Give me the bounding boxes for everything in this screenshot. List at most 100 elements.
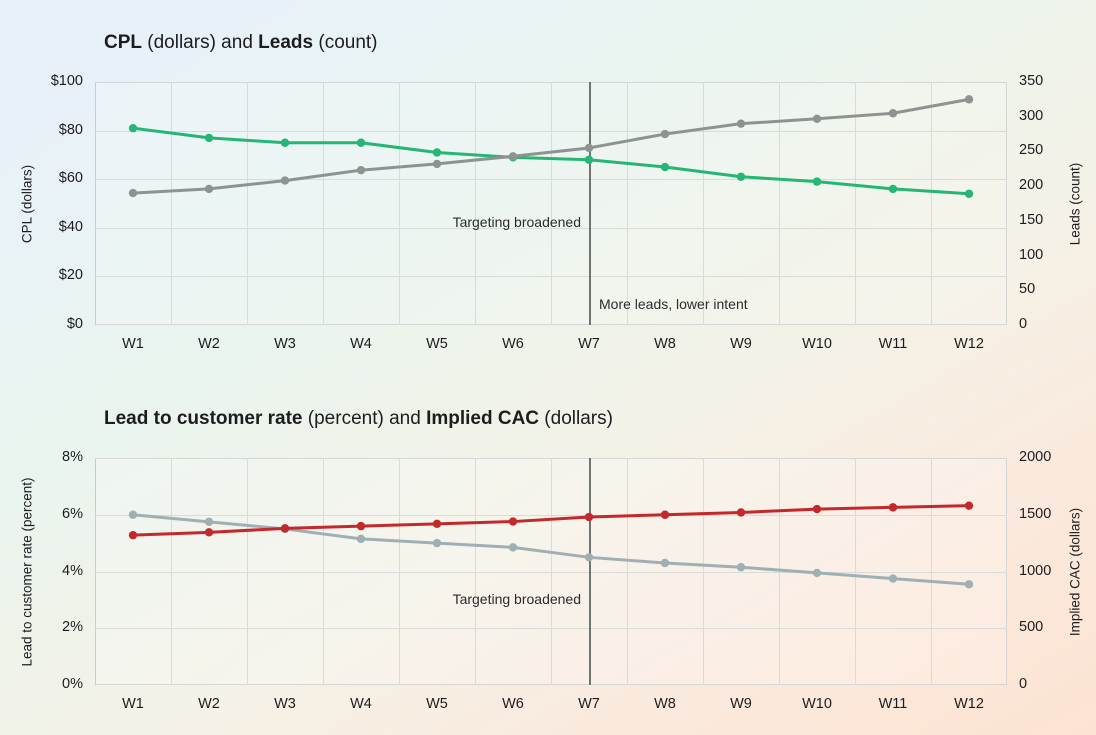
- data-point: [812, 568, 822, 578]
- chart-annotation: Targeting broadened: [452, 213, 581, 230]
- gridline-vertical: [703, 82, 704, 325]
- x-axis-tick: W9: [730, 696, 752, 712]
- data-point: [432, 159, 442, 169]
- x-axis-tick: W6: [502, 696, 524, 712]
- y-axis-right-tick: 500: [1019, 619, 1044, 636]
- y-axis-left-label: CPL (dollars): [19, 164, 35, 243]
- data-point: [128, 123, 138, 133]
- gridline-vertical: [931, 458, 932, 685]
- y-axis-right-label: Implied CAC (dollars): [1067, 507, 1083, 636]
- data-point: [280, 176, 290, 185]
- data-point: [128, 188, 138, 198]
- data-point: [964, 189, 974, 198]
- data-point: [888, 184, 898, 194]
- x-axis-tick: W9: [730, 336, 752, 352]
- data-point: [280, 138, 290, 147]
- chart-annotation: Targeting broadened: [452, 590, 581, 607]
- data-point: [356, 165, 366, 175]
- x-axis-tick: W1: [122, 696, 144, 712]
- y-axis-left-tick: 6%: [62, 505, 83, 522]
- gridline-vertical: [627, 458, 628, 685]
- data-point: [280, 524, 290, 533]
- chart-panel-rate-cac: Lead to customer rate (percent) and Impl…: [0, 375, 1096, 735]
- data-point: [660, 129, 670, 139]
- data-point: [204, 184, 214, 194]
- data-point: [204, 133, 214, 143]
- data-point: [736, 508, 746, 517]
- y-axis-right-tick: 150: [1019, 211, 1044, 228]
- data-point: [812, 114, 822, 123]
- event-marker-line: [589, 82, 591, 325]
- gridline-vertical: [475, 458, 476, 685]
- gridline-vertical: [323, 82, 324, 325]
- data-point: [736, 563, 746, 572]
- data-point: [356, 138, 366, 147]
- data-point: [584, 553, 594, 562]
- data-point: [432, 148, 442, 157]
- y-axis-left-tick: $100: [50, 73, 83, 89]
- x-axis-tick: W7: [578, 696, 600, 712]
- series-layer: [128, 95, 974, 198]
- gridline-vertical: [475, 82, 476, 325]
- x-axis-tick: W4: [350, 696, 372, 712]
- chart-panel-cpl-leads: CPL (dollars) and Leads (count) $0 $20 $40…: [19, 32, 1083, 352]
- x-axis-tick: W3: [274, 696, 296, 712]
- x-axis-tick: W1: [122, 336, 144, 352]
- data-point: [128, 510, 138, 519]
- title-text-count: (count): [313, 32, 378, 53]
- data-point: [888, 109, 898, 118]
- series-line: [131, 97, 971, 195]
- gridline-vertical: [627, 82, 628, 325]
- title-bold-cpl: CPL: [104, 32, 142, 53]
- x-axis-tick: W8: [654, 336, 676, 352]
- y-axis-left-tick: $60: [58, 170, 83, 187]
- data-point: [964, 580, 974, 589]
- data-point: [356, 521, 366, 531]
- y-axis-right-tick: 350: [1019, 73, 1044, 89]
- data-point: [736, 172, 746, 181]
- gridline-vertical: [551, 458, 552, 685]
- gridline-vertical: [855, 458, 856, 685]
- gridline-vertical: [323, 458, 324, 685]
- data-point: [660, 558, 670, 568]
- x-axis-tick: W4: [350, 336, 372, 352]
- x-axis-tick: W12: [954, 696, 984, 712]
- y-axis-left-tick: 8%: [62, 449, 83, 465]
- plot-area-rate-cac: 0% 2% 4% 6% 8% 0 500 1000 1500 2000 W1 W2 W3 W4 W5 W6 W7…: [20, 450, 1083, 711]
- data-point: [508, 152, 518, 161]
- y-axis-left-tick: $80: [58, 121, 83, 138]
- x-axis-tick: W6: [502, 336, 524, 352]
- y-axis-right-tick: 2000: [1019, 449, 1052, 465]
- title-text-percent-and: (percent) and: [302, 408, 427, 429]
- data-point: [660, 162, 670, 172]
- title-text-dollars-and: (dollars) and: [142, 32, 259, 53]
- gridline-vertical: [247, 458, 248, 685]
- y-axis-right-tick: 0: [1019, 676, 1028, 692]
- y-axis-left-tick: $20: [58, 267, 83, 284]
- data-point: [432, 519, 442, 529]
- data-point: [432, 538, 442, 548]
- data-point: [204, 528, 214, 537]
- gridline-vertical: [399, 458, 400, 685]
- data-point: [812, 177, 822, 186]
- x-axis-tick: W11: [878, 336, 908, 352]
- data-point: [660, 510, 670, 519]
- chart-title-cpl-leads: CPL (dollars) and Leads (count): [104, 32, 378, 54]
- series-line: [131, 513, 971, 586]
- x-axis-tick: W8: [654, 696, 676, 712]
- y-axis-right-tick: 1000: [1019, 562, 1052, 579]
- y-axis-left-tick: $40: [58, 218, 83, 235]
- gridline-vertical: [247, 82, 248, 325]
- title-bold-rate: Lead to customer rate: [104, 408, 303, 429]
- y-axis-right-label: Leads (count): [1067, 162, 1083, 245]
- series-line: [131, 504, 971, 537]
- data-point: [128, 530, 138, 540]
- data-point: [964, 95, 974, 104]
- x-axis-tick: W3: [274, 336, 296, 352]
- data-point: [356, 534, 366, 544]
- title-bold-leads: Leads: [258, 32, 314, 53]
- y-axis-left-label: Lead to customer rate (percent): [19, 476, 35, 667]
- gridline-vertical: [779, 82, 780, 325]
- data-point: [964, 501, 974, 510]
- x-axis-tick: W5: [426, 696, 448, 712]
